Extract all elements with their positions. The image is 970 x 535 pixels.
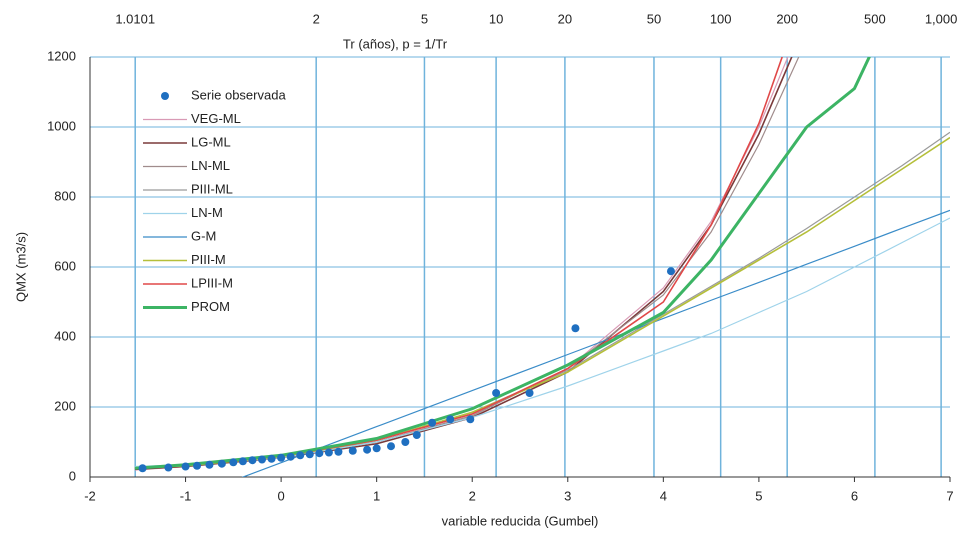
series-line [134, 57, 784, 470]
data-point [286, 452, 295, 461]
x-tick-label: 1 [373, 488, 380, 503]
legend-label: LG-ML [191, 134, 231, 149]
data-point [387, 442, 395, 451]
x-tick-label: 3 [564, 488, 571, 503]
x-tick-label: 5 [755, 488, 762, 503]
series-line [241, 209, 950, 477]
data-point [138, 464, 147, 473]
data-point [666, 267, 675, 276]
y-tick-label: 400 [54, 328, 76, 343]
x-tick-label: -1 [180, 488, 192, 503]
data-point [466, 415, 475, 424]
data-point [181, 462, 190, 471]
x-tick-label: -2 [84, 488, 96, 503]
top-axis-title: Tr (años), p = 1/Tr [343, 36, 448, 51]
x-tick-label: 4 [660, 488, 667, 503]
series-line [134, 131, 950, 469]
series-line [134, 57, 793, 471]
plot-area [134, 57, 950, 477]
data-point [571, 324, 580, 333]
legend-label: PIII-ML [191, 181, 233, 196]
x-tick-label: 2 [469, 488, 476, 503]
data-point [401, 438, 410, 446]
series-line [134, 136, 950, 470]
legend-label: VEG-ML [191, 111, 241, 126]
y-tick-label: 1000 [47, 118, 76, 133]
y-tick-label: 600 [54, 258, 76, 273]
x2-tick-label: 5 [421, 11, 428, 26]
data-point [193, 461, 202, 470]
y-tick-label: 800 [54, 188, 76, 203]
x2-tick-label: 2 [313, 11, 320, 26]
data-point [296, 451, 305, 460]
data-point [164, 463, 173, 472]
y-tick-label: 0 [69, 468, 76, 483]
x-axis-title: variable reducida (Gumbel) [442, 513, 599, 528]
data-point [428, 418, 437, 427]
data-point [324, 448, 333, 457]
y-tick-label: 1200 [47, 48, 76, 63]
data-point [363, 445, 372, 454]
data-point [305, 450, 314, 459]
legend-label: G-M [191, 228, 216, 243]
series-line [134, 57, 871, 470]
legend-label: PROM [191, 299, 230, 314]
series-line [134, 217, 950, 468]
legend-label: PIII-M [191, 252, 226, 267]
y-tick-label: 200 [54, 398, 76, 413]
data-point [258, 455, 266, 464]
x-tick-label: 7 [946, 488, 953, 503]
y-axis-title: QMX (m3/s) [13, 232, 28, 302]
data-point [248, 456, 257, 465]
x2-tick-label: 10 [489, 11, 503, 26]
legend-label: LN-M [191, 205, 223, 220]
data-point [229, 458, 238, 467]
x-tick-label: 6 [851, 488, 858, 503]
legend-label: LPIII-M [191, 275, 233, 290]
data-point [334, 447, 343, 456]
legend-label: LN-ML [191, 158, 230, 173]
x2-tick-label: 200 [776, 11, 798, 26]
x2-tick-label: 1.0101 [115, 11, 155, 26]
data-point [277, 453, 286, 462]
x2-tick-label: 1,000 [925, 11, 958, 26]
x2-tick-label: 20 [558, 11, 572, 26]
data-point [446, 415, 455, 424]
x2-tick-label: 100 [710, 11, 732, 26]
data-point [492, 389, 501, 397]
data-point [205, 460, 214, 469]
data-point [372, 444, 381, 453]
data-point [217, 459, 226, 468]
legend-marker [161, 92, 169, 100]
series-line [134, 57, 800, 469]
data-point [315, 449, 324, 458]
data-point [267, 454, 276, 463]
data-point [412, 431, 421, 439]
data-point [348, 446, 357, 455]
series-line [134, 57, 789, 471]
x2-tick-label: 50 [647, 11, 661, 26]
x-tick-label: 0 [277, 488, 284, 503]
legend-label: Serie observada [191, 87, 286, 102]
x2-tick-label: 500 [864, 11, 886, 26]
data-point [238, 457, 247, 466]
data-point [525, 389, 534, 397]
